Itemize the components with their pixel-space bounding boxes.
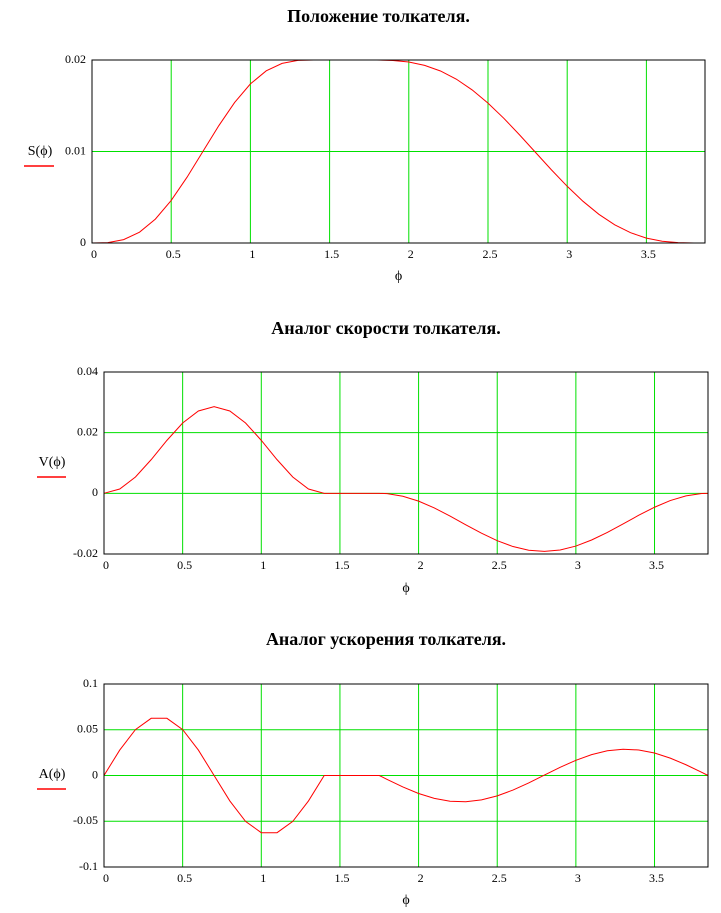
x-tick-label: 0 [103,558,109,572]
y-tick-label: 0.04 [77,364,98,378]
x-tick-label: 3 [575,558,581,572]
x-axis-label: ϕ [402,581,409,596]
x-tick-label: 0.5 [177,558,192,572]
x-tick-label: 3 [575,871,581,885]
y-axis-label: S(ϕ) [28,144,53,159]
y-tick-label: -0.05 [73,813,98,827]
y-tick-label: 0.02 [77,424,98,438]
x-axis-label: ϕ [395,269,402,284]
x-tick-label: 2.5 [492,871,507,885]
x-tick-label: 2 [408,247,414,261]
y-tick-label: 0.02 [65,52,86,66]
x-axis-label: ϕ [402,893,409,908]
x-tick-label: 3.5 [641,247,656,261]
plot-border [91,59,706,244]
y-tick-label: 0 [92,485,98,499]
x-tick-label: 1.5 [334,871,349,885]
x-tick-label: 1.5 [334,558,349,572]
y-tick-label: -0.02 [73,546,98,560]
data-line [103,406,709,552]
x-tick-label: 3 [566,247,572,261]
x-tick-label: 0.5 [177,871,192,885]
data-line [103,717,709,834]
plot-border [103,371,709,555]
plot-border [103,683,709,868]
plot-area [104,372,708,554]
y-tick-label: 0 [92,767,98,781]
x-tick-label: 2 [418,871,424,885]
y-axis-label: A(ϕ) [39,767,66,782]
x-tick-label: 1 [260,558,266,572]
chart-title: Аналог скорости толкателя. [271,318,500,338]
x-tick-label: 0 [91,247,97,261]
x-tick-label: 1 [249,247,255,261]
x-tick-label: 1.5 [324,247,339,261]
y-tick-label: 0.01 [65,143,86,157]
y-tick-label: 0.05 [77,722,98,736]
x-tick-label: 3.5 [649,871,664,885]
x-tick-label: 2 [418,558,424,572]
x-tick-label: 3.5 [649,558,664,572]
x-tick-label: 2.5 [492,558,507,572]
x-tick-label: 0 [103,871,109,885]
y-axis-label: V(ϕ) [39,455,66,470]
x-tick-label: 2.5 [482,247,497,261]
y-tick-label: -0.1 [79,859,98,873]
y-tick-label: 0 [80,235,86,249]
x-tick-label: 1 [260,871,266,885]
chart-title: Аналог ускорения толкателя. [266,629,506,649]
y-tick-label: 0.1 [83,676,98,690]
chart-title: Положение толкателя. [287,6,470,26]
x-tick-label: 0.5 [166,247,181,261]
